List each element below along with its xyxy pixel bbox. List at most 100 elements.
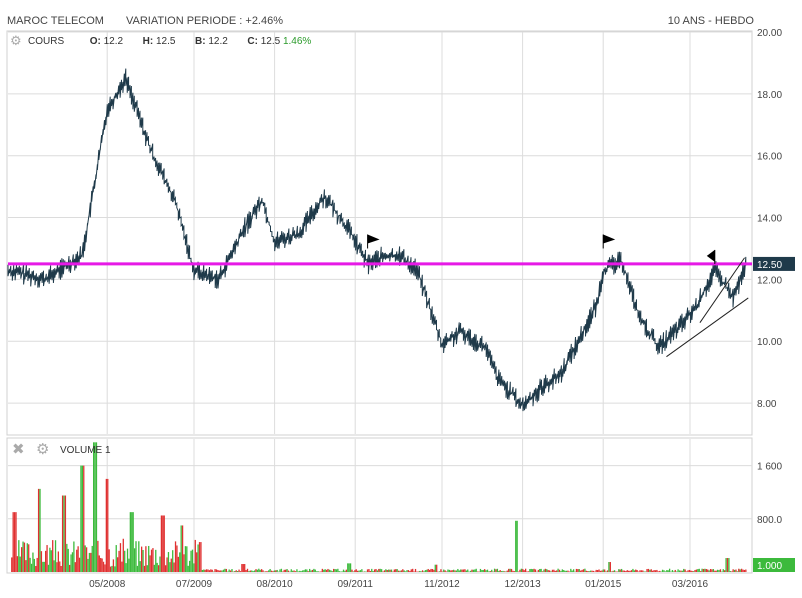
volume-bar — [570, 568, 572, 572]
x-tick-label: 05/2008 — [89, 579, 126, 590]
volume-bar — [311, 569, 314, 572]
volume-bar — [598, 569, 600, 572]
volume-bar — [664, 571, 667, 572]
volume-bar — [68, 564, 71, 572]
volume-bar — [296, 569, 298, 572]
volume-bar — [102, 561, 105, 572]
close-icon[interactable]: ✖ — [12, 441, 25, 458]
flag-icon — [706, 249, 715, 262]
volume-bar — [286, 569, 288, 572]
volume-bar — [712, 569, 715, 572]
volume-bar — [620, 568, 623, 572]
volume-bar — [388, 569, 390, 572]
volume-bar — [695, 569, 698, 572]
volume-bar — [479, 568, 482, 572]
volume-bar — [84, 545, 86, 572]
volume-bar — [519, 569, 521, 572]
volume-bar — [347, 563, 349, 572]
trendlines[interactable] — [666, 257, 749, 358]
x-tick-label: 12/2013 — [505, 579, 542, 590]
volume-bar — [15, 512, 17, 572]
volume-bar — [145, 546, 147, 572]
volume-bar — [12, 512, 14, 572]
volume-bar — [25, 560, 27, 572]
volume-bar — [402, 569, 404, 572]
volume-bar — [239, 571, 242, 572]
volume-bar — [23, 542, 26, 572]
volume-bar — [139, 561, 141, 572]
volume-bar — [642, 570, 644, 572]
period-selector[interactable]: 10 ANS - HEBDO — [667, 15, 754, 27]
volume-bar — [294, 571, 297, 572]
volume-bar — [227, 571, 229, 572]
x-tick-label: 03/2016 — [672, 579, 709, 590]
volume-bar — [279, 569, 281, 572]
volume-bar — [272, 571, 274, 572]
volume-bar — [378, 568, 380, 572]
volume-bar — [304, 569, 307, 572]
x-axis: 05/2008 07/2009 08/2010 09/2011 11/2012 12/20… — [89, 579, 708, 590]
volume-bar — [589, 570, 592, 572]
volume-bar — [452, 569, 455, 572]
volume-bar — [11, 557, 13, 572]
volume-bar — [328, 569, 331, 572]
volume-legend-label: VOLUME 1 — [60, 445, 111, 456]
volume-bar — [443, 569, 445, 572]
volume-bar — [265, 571, 267, 572]
volume-bar — [101, 558, 103, 572]
volume-bar — [184, 546, 187, 572]
volume-bar — [143, 565, 146, 572]
volume-bar — [115, 545, 117, 572]
volume-bar — [493, 568, 496, 572]
volume-bar — [677, 569, 679, 572]
volume-bar — [428, 569, 431, 572]
volume-bar — [220, 570, 222, 572]
volume-bar — [461, 569, 463, 572]
volume-bar — [203, 569, 205, 572]
volume-bar — [707, 569, 709, 572]
volume-bar — [515, 520, 517, 572]
volume-bar — [659, 570, 661, 572]
volume-bar — [128, 558, 130, 572]
volume-bar — [21, 547, 23, 572]
volume-bar — [177, 556, 179, 572]
volume-bar — [83, 465, 85, 572]
volume-bar — [702, 568, 705, 572]
volume-bar — [599, 570, 602, 572]
volume-bar — [308, 568, 311, 572]
volume-bar — [725, 558, 727, 572]
volume-bar — [701, 568, 703, 572]
volume-tag-bg — [753, 558, 795, 572]
volume-bar — [499, 570, 501, 572]
volume-bar — [50, 550, 52, 572]
volume-bar — [105, 478, 108, 572]
volume-bar — [389, 569, 391, 572]
volume-bar — [575, 568, 578, 572]
volume-bar — [643, 571, 645, 572]
volume-bar — [704, 568, 706, 572]
gear-icon[interactable]: ⚙ — [36, 441, 50, 458]
volume-bar — [724, 570, 726, 572]
volume-bar — [375, 568, 377, 572]
volume-bar — [364, 571, 366, 572]
volume-bar — [260, 569, 263, 572]
volume-bar — [179, 552, 181, 572]
volume-bar — [527, 571, 530, 572]
volume-bar — [532, 569, 534, 572]
volume-bar — [457, 568, 459, 572]
volume-bar — [361, 569, 363, 572]
volume-bar — [506, 570, 508, 572]
volume-bar — [321, 568, 323, 572]
volume-bar — [316, 571, 318, 572]
volume-bar — [667, 570, 669, 572]
volume-bar — [683, 568, 685, 572]
gear-icon[interactable]: ⚙ — [10, 33, 22, 48]
volume-bar — [592, 570, 595, 572]
volume-bar — [697, 569, 699, 572]
volume-bar — [64, 495, 67, 572]
volume-bar — [553, 569, 555, 572]
volume-bar — [431, 569, 434, 572]
volume-bar — [95, 442, 98, 572]
volume-bar — [539, 568, 541, 572]
